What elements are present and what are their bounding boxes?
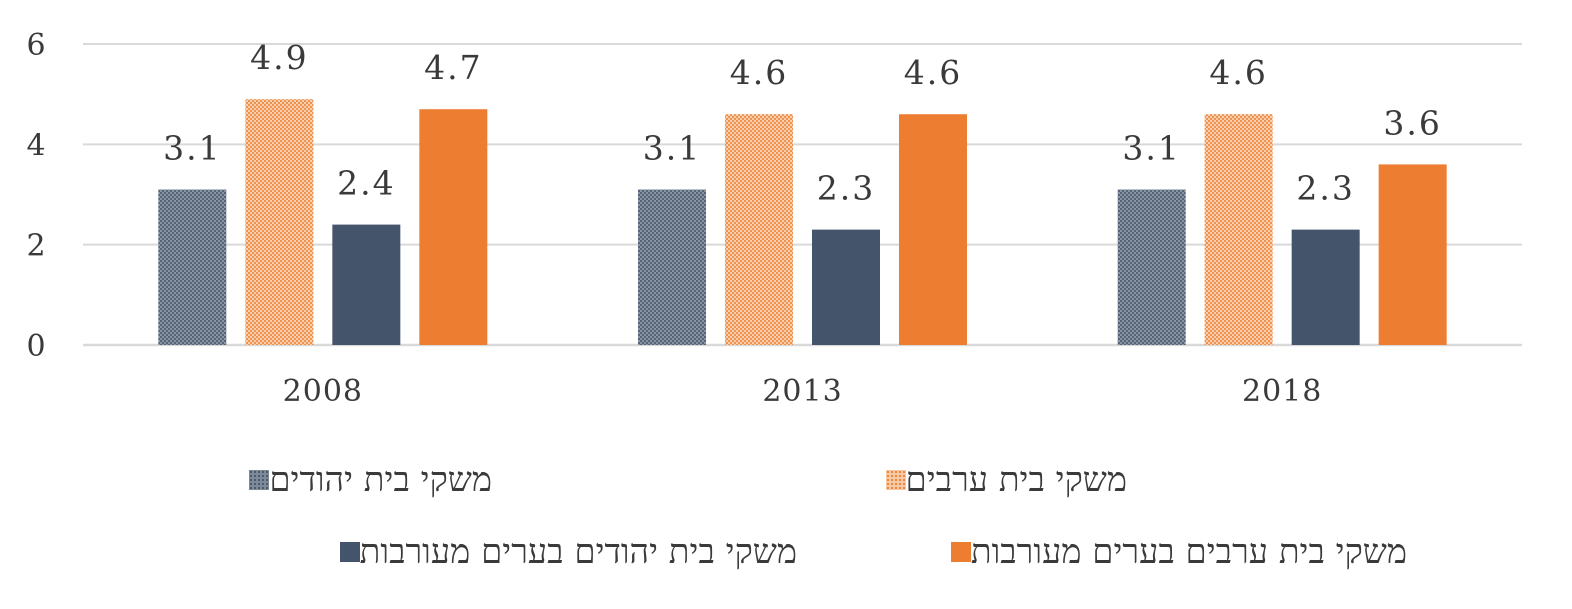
legend-swatch-jewish-mixed	[339, 542, 360, 562]
bar	[638, 189, 706, 345]
bar	[725, 114, 793, 345]
bar	[158, 189, 227, 345]
legend-swatch-arab-mixed	[950, 542, 971, 562]
bar	[1378, 164, 1447, 345]
y-axis-ticks: 0 2 4 6	[26, 28, 45, 364]
legend: משקי בית יהודים משקי בית ערבים משקי בית …	[0, 440, 1572, 600]
bar	[245, 99, 314, 345]
x-category-label: 2013	[762, 374, 842, 409]
data-label: 4.6	[904, 53, 962, 92]
data-label: 2.4	[337, 164, 395, 203]
legend-swatch-arab	[885, 470, 906, 490]
bar	[1291, 229, 1360, 345]
legend-item-arab: משקי בית ערבים	[878, 460, 1127, 500]
legend-label-arab-mixed: משקי בית ערבים בערים מעורבות	[970, 532, 1407, 572]
data-label: 3.6	[1383, 103, 1441, 142]
bar	[419, 109, 488, 345]
bar	[1204, 114, 1273, 345]
data-label: 4.6	[730, 53, 788, 92]
bar	[899, 114, 967, 345]
data-label: 4.6	[1209, 53, 1267, 92]
data-label: 2.3	[817, 169, 875, 208]
bar	[332, 224, 401, 345]
y-tick-label: 6	[26, 28, 45, 63]
legend-swatch-jewish	[249, 470, 270, 490]
legend-label-jewish: משקי בית יהודים	[269, 460, 492, 500]
data-label: 3.1	[1122, 128, 1180, 167]
data-labels: 3.1 4.9 2.4 4.7 3.1 4.6 2.3 4.6 3.1 4.6 2.3 3.6	[163, 38, 1441, 208]
bar	[1117, 189, 1186, 345]
bar	[812, 229, 880, 345]
grid-lines	[83, 43, 1522, 347]
y-tick-label: 2	[26, 229, 45, 264]
x-axis-categories: 2008 2013 2018	[283, 374, 1322, 409]
x-category-label: 2018	[1242, 374, 1322, 409]
legend-label-arab: משקי בית ערבים	[905, 460, 1127, 500]
legend-item-arab-mixed: משקי בית ערבים בערים מעורבות	[943, 532, 1407, 572]
legend-item-jewish-mixed: משקי בית יהודים בערים מעורבות	[332, 532, 797, 572]
data-label: 2.3	[1296, 169, 1354, 208]
data-label: 4.9	[250, 38, 308, 77]
legend-label-jewish-mixed: משקי בית יהודים בערים מעורבות	[359, 532, 797, 572]
y-tick-label: 4	[26, 128, 45, 163]
data-label: 3.1	[643, 128, 701, 167]
legend-item-jewish: משקי בית יהודים	[241, 460, 492, 500]
y-tick-label: 0	[26, 329, 45, 364]
bars	[158, 99, 1447, 345]
x-category-label: 2008	[283, 374, 363, 409]
data-label: 3.1	[163, 128, 221, 167]
data-label: 4.7	[424, 48, 482, 87]
